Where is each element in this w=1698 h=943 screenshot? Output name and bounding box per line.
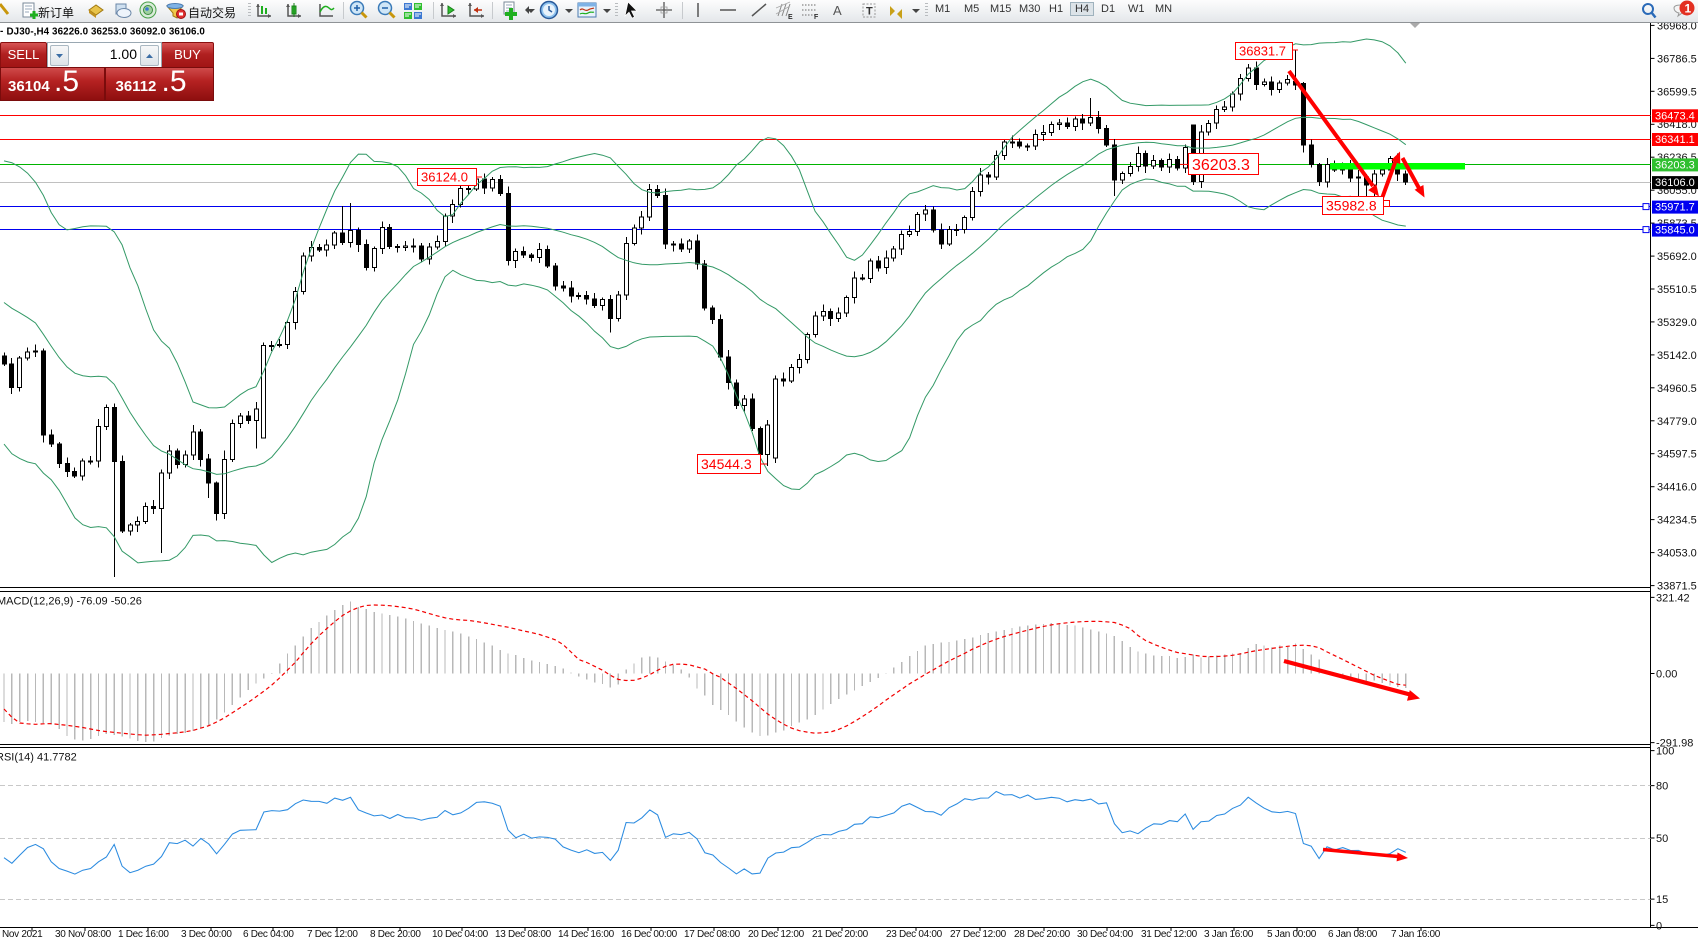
svg-text:DJ30-,H4 36226.0 36253.0 3609: DJ30-,H4 36226.0 36253.0 36092.0 36106.0 xyxy=(7,27,206,38)
svg-text:36786.5: 36786.5 xyxy=(1657,53,1697,65)
svg-text:A: A xyxy=(833,3,842,18)
svg-text:16 Dec 00:00: 16 Dec 00:00 xyxy=(621,929,678,940)
svg-text:35329.0: 35329.0 xyxy=(1657,317,1697,329)
svg-text:34597.5: 34597.5 xyxy=(1657,449,1697,461)
svg-text:321.42: 321.42 xyxy=(1656,592,1690,604)
svg-text:35142.0: 35142.0 xyxy=(1657,350,1697,362)
svg-text:34234.5: 34234.5 xyxy=(1657,515,1697,527)
svg-text:0.00: 0.00 xyxy=(1656,669,1677,681)
svg-text:36968.0: 36968.0 xyxy=(1657,20,1697,32)
svg-text:80: 80 xyxy=(1656,781,1668,793)
svg-text:34544.3: 34544.3 xyxy=(701,456,752,472)
svg-text:MACD(12,26,9) -76.09 -50.26: MACD(12,26,9) -76.09 -50.26 xyxy=(0,596,142,608)
svg-text:36124.0: 36124.0 xyxy=(421,170,468,185)
svg-text:F: F xyxy=(814,14,819,21)
svg-text:6 Dec 04:00: 6 Dec 04:00 xyxy=(243,929,294,940)
svg-text:10 Dec 04:00: 10 Dec 04:00 xyxy=(432,929,489,940)
svg-text:T: T xyxy=(866,6,873,18)
svg-text:34416.0: 34416.0 xyxy=(1657,482,1697,494)
svg-text:0: 0 xyxy=(1656,920,1662,932)
svg-text:15: 15 xyxy=(1656,894,1668,906)
svg-text:34779.0: 34779.0 xyxy=(1657,416,1697,428)
svg-text:Nov 2021: Nov 2021 xyxy=(2,929,43,940)
svg-text:1: 1 xyxy=(1685,2,1692,16)
svg-text:8 Dec 20:00: 8 Dec 20:00 xyxy=(370,929,421,940)
svg-text:17 Dec 08:00: 17 Dec 08:00 xyxy=(684,929,741,940)
svg-text:27 Dec 12:00: 27 Dec 12:00 xyxy=(950,929,1007,940)
svg-text:3 Jan 16:00: 3 Jan 16:00 xyxy=(1204,929,1254,940)
svg-text:30 Dec 04:00: 30 Dec 04:00 xyxy=(1077,929,1134,940)
svg-text:E: E xyxy=(788,14,793,21)
svg-text:35982.8: 35982.8 xyxy=(1326,198,1377,214)
svg-text:35845.0: 35845.0 xyxy=(1655,225,1695,237)
svg-text:36831.7: 36831.7 xyxy=(1239,44,1286,59)
svg-text:23 Dec 04:00: 23 Dec 04:00 xyxy=(886,929,943,940)
svg-text:33871.5: 33871.5 xyxy=(1657,581,1697,593)
svg-text:20 Dec 12:00: 20 Dec 12:00 xyxy=(748,929,805,940)
svg-text:-291.98: -291.98 xyxy=(1656,738,1693,750)
svg-text:7 Jan 16:00: 7 Jan 16:00 xyxy=(1391,929,1441,940)
svg-text:36599.5: 36599.5 xyxy=(1657,86,1697,98)
svg-text:50: 50 xyxy=(1656,833,1668,845)
svg-text:13 Dec 08:00: 13 Dec 08:00 xyxy=(495,929,552,940)
svg-text:6 Jan 08:00: 6 Jan 08:00 xyxy=(1328,929,1378,940)
svg-text:21 Dec 20:00: 21 Dec 20:00 xyxy=(812,929,869,940)
svg-text:28 Dec 20:00: 28 Dec 20:00 xyxy=(1014,929,1071,940)
svg-text:36106.0: 36106.0 xyxy=(1655,177,1695,189)
svg-text:31 Dec 12:00: 31 Dec 12:00 xyxy=(1141,929,1198,940)
svg-text:100: 100 xyxy=(1656,746,1674,758)
svg-text:3 Dec 00:00: 3 Dec 00:00 xyxy=(181,929,232,940)
svg-text:36341.1: 36341.1 xyxy=(1655,134,1695,146)
svg-text:36203.3: 36203.3 xyxy=(1192,157,1250,174)
svg-text:14 Dec 16:00: 14 Dec 16:00 xyxy=(558,929,615,940)
svg-text:30 Nov 08:00: 30 Nov 08:00 xyxy=(55,929,112,940)
svg-text:36473.4: 36473.4 xyxy=(1655,110,1695,122)
svg-text:35692.0: 35692.0 xyxy=(1657,251,1697,263)
svg-text:5 Jan 00:00: 5 Jan 00:00 xyxy=(1267,929,1317,940)
svg-text:35971.7: 35971.7 xyxy=(1655,202,1695,214)
svg-text:35510.5: 35510.5 xyxy=(1657,284,1697,296)
svg-text:RSI(14) 41.7782: RSI(14) 41.7782 xyxy=(0,752,77,764)
svg-text:7 Dec 12:00: 7 Dec 12:00 xyxy=(307,929,358,940)
svg-text:1 Dec 16:00: 1 Dec 16:00 xyxy=(118,929,169,940)
svg-text:34053.0: 34053.0 xyxy=(1657,548,1697,560)
svg-text:36203.3: 36203.3 xyxy=(1655,159,1695,171)
svg-text:-: - xyxy=(0,26,3,37)
svg-text:34960.5: 34960.5 xyxy=(1657,383,1697,395)
